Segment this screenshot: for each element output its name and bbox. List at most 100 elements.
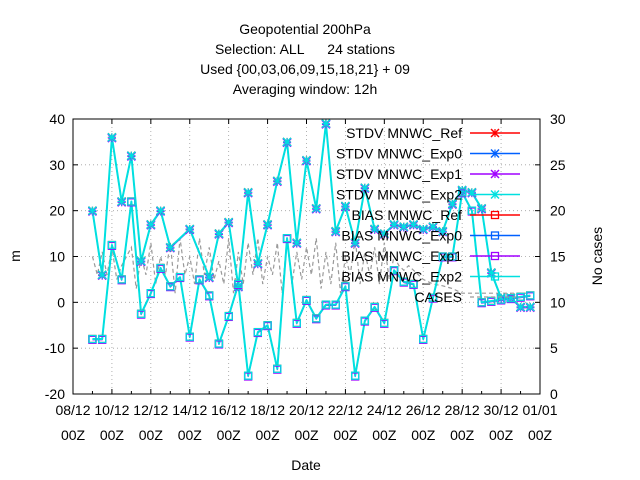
bias-point-3 — [195, 275, 204, 284]
bias-point-3 — [292, 318, 301, 328]
legend-entry: STDV MNWC_Exp1 — [336, 166, 520, 182]
bias-point-3 — [458, 188, 467, 197]
bias-point-3 — [185, 332, 194, 341]
stdv-point-3 — [146, 219, 156, 229]
stdv-point-3 — [165, 242, 175, 252]
bias-point-3 — [205, 291, 214, 300]
bias-point-3 — [360, 316, 370, 325]
x-tick-sublabel: 00Z — [61, 427, 86, 443]
y-tick-label: 0 — [57, 294, 65, 310]
stdv-point-3 — [399, 222, 409, 232]
stdv-point-3 — [447, 199, 457, 209]
bias-point-3 — [477, 298, 486, 307]
stdv-point-3 — [126, 151, 136, 161]
series-line-stdv-2 — [91, 123, 531, 309]
stdv-point-3 — [272, 176, 282, 186]
stdv-point-3 — [233, 281, 243, 291]
y2-tick-label: 5 — [550, 340, 558, 356]
x-tick-sublabel: 00Z — [489, 427, 514, 443]
bias-point-3 — [341, 282, 350, 291]
bias-point-3 — [321, 300, 331, 309]
bias-point-3 — [253, 327, 263, 337]
legend-marker — [490, 272, 500, 281]
y2-axis-label: No cases — [589, 227, 605, 285]
stdv-point-3 — [438, 226, 448, 236]
x-tick-label: 12/12 — [133, 402, 168, 418]
x-tick-sublabel: 00Z — [217, 427, 242, 443]
stdv-point-3 — [525, 302, 535, 312]
x-tick-sublabel: 00Z — [100, 427, 125, 443]
bias-point-3 — [234, 279, 243, 289]
bias-point-3 — [282, 234, 292, 243]
stdv-point-3 — [224, 217, 234, 227]
y-tick-label: -20 — [45, 386, 65, 402]
bias-point-3 — [302, 295, 311, 305]
y-tick-label: 20 — [49, 203, 65, 219]
y2-tick-label: 30 — [550, 111, 566, 127]
bias-point-3 — [448, 252, 457, 261]
stdv-point-3 — [136, 256, 146, 266]
chart-title: Geopotential 200hPa Selection: ALL 24 st… — [200, 21, 410, 97]
stdv-point-3 — [321, 119, 331, 129]
legend-entry: BIAS MNWC_Exp2 — [341, 269, 520, 285]
legend-label: BIAS MNWC_Ref — [352, 207, 463, 223]
legend-entry: BIAS MNWC_Ref — [352, 207, 520, 223]
y-tick-label: 30 — [49, 157, 65, 173]
bias-point-3 — [438, 252, 447, 261]
series-layer — [87, 119, 535, 381]
bias-point-3 — [98, 334, 107, 344]
stdv-point-3 — [496, 293, 506, 303]
y-tick-label: -10 — [45, 340, 65, 356]
title-line-3: Used {00,03,06,09,15,18,21} + 09 — [200, 61, 410, 77]
stdv-point-3 — [331, 226, 341, 236]
bias-point-3 — [88, 334, 97, 344]
legend-label: CASES — [415, 289, 462, 305]
stdv-point-3 — [516, 302, 526, 312]
bias-point-3 — [263, 321, 272, 330]
stdv-point-3 — [185, 224, 195, 234]
stdv-point-3 — [253, 258, 263, 268]
title-line-1: Geopotential 200hPa — [239, 21, 371, 37]
x-tick-label: 30/12 — [484, 402, 519, 418]
stdv-point-3 — [97, 270, 107, 280]
legend-label: STDV MNWC_Exp1 — [336, 166, 462, 182]
series-line-bias-0 — [92, 191, 531, 377]
x-tick-sublabel: 00Z — [139, 427, 164, 443]
stdv-point-3 — [350, 238, 360, 248]
legend-entry: STDV MNWC_Exp0 — [336, 146, 520, 162]
legend-entry: STDV MNWC_Exp2 — [336, 187, 520, 203]
x-tick-label: 20/12 — [289, 402, 324, 418]
series-line-bias-3 — [92, 191, 531, 377]
bias-point-3 — [331, 300, 340, 309]
stdv-point-3 — [311, 203, 321, 213]
x-tick-label: 24/12 — [367, 402, 402, 418]
y2-tick-label: 10 — [550, 294, 566, 310]
bias-point-3 — [312, 314, 321, 323]
stdv-point-3 — [156, 206, 166, 216]
bias-point-3 — [496, 295, 506, 304]
stdv-point-3 — [263, 219, 273, 229]
bias-point-3 — [117, 275, 126, 284]
bias-point-3 — [389, 266, 399, 275]
legend-label: BIAS MNWC_Exp0 — [341, 228, 462, 244]
x-tick-label: 08/12 — [55, 402, 90, 418]
bias-point-3 — [224, 311, 233, 321]
bias-point-3 — [243, 371, 253, 380]
legend-label: STDV MNWC_Exp2 — [336, 187, 462, 203]
stdv-point-3 — [107, 132, 117, 142]
stdv-point-3 — [477, 203, 487, 213]
y-tick-label: 40 — [49, 111, 65, 127]
stdv-point-3 — [370, 224, 380, 234]
x-tick-label: 26/12 — [406, 402, 441, 418]
bias-point-3 — [156, 263, 165, 273]
bias-point-3 — [166, 282, 175, 291]
bias-point-3 — [273, 364, 282, 373]
stdv-point-3 — [389, 219, 399, 229]
legend-entry: BIAS MNWC_Exp1 — [341, 248, 520, 264]
legend-label: BIAS MNWC_Exp1 — [341, 248, 462, 264]
legend-label: STDV MNWC_Exp0 — [336, 146, 462, 162]
x-tick-label: 28/12 — [445, 402, 480, 418]
bias-point-3 — [350, 371, 360, 380]
series-line-bias-2 — [92, 192, 531, 378]
title-line-2: Selection: ALL 24 stations — [215, 41, 395, 57]
